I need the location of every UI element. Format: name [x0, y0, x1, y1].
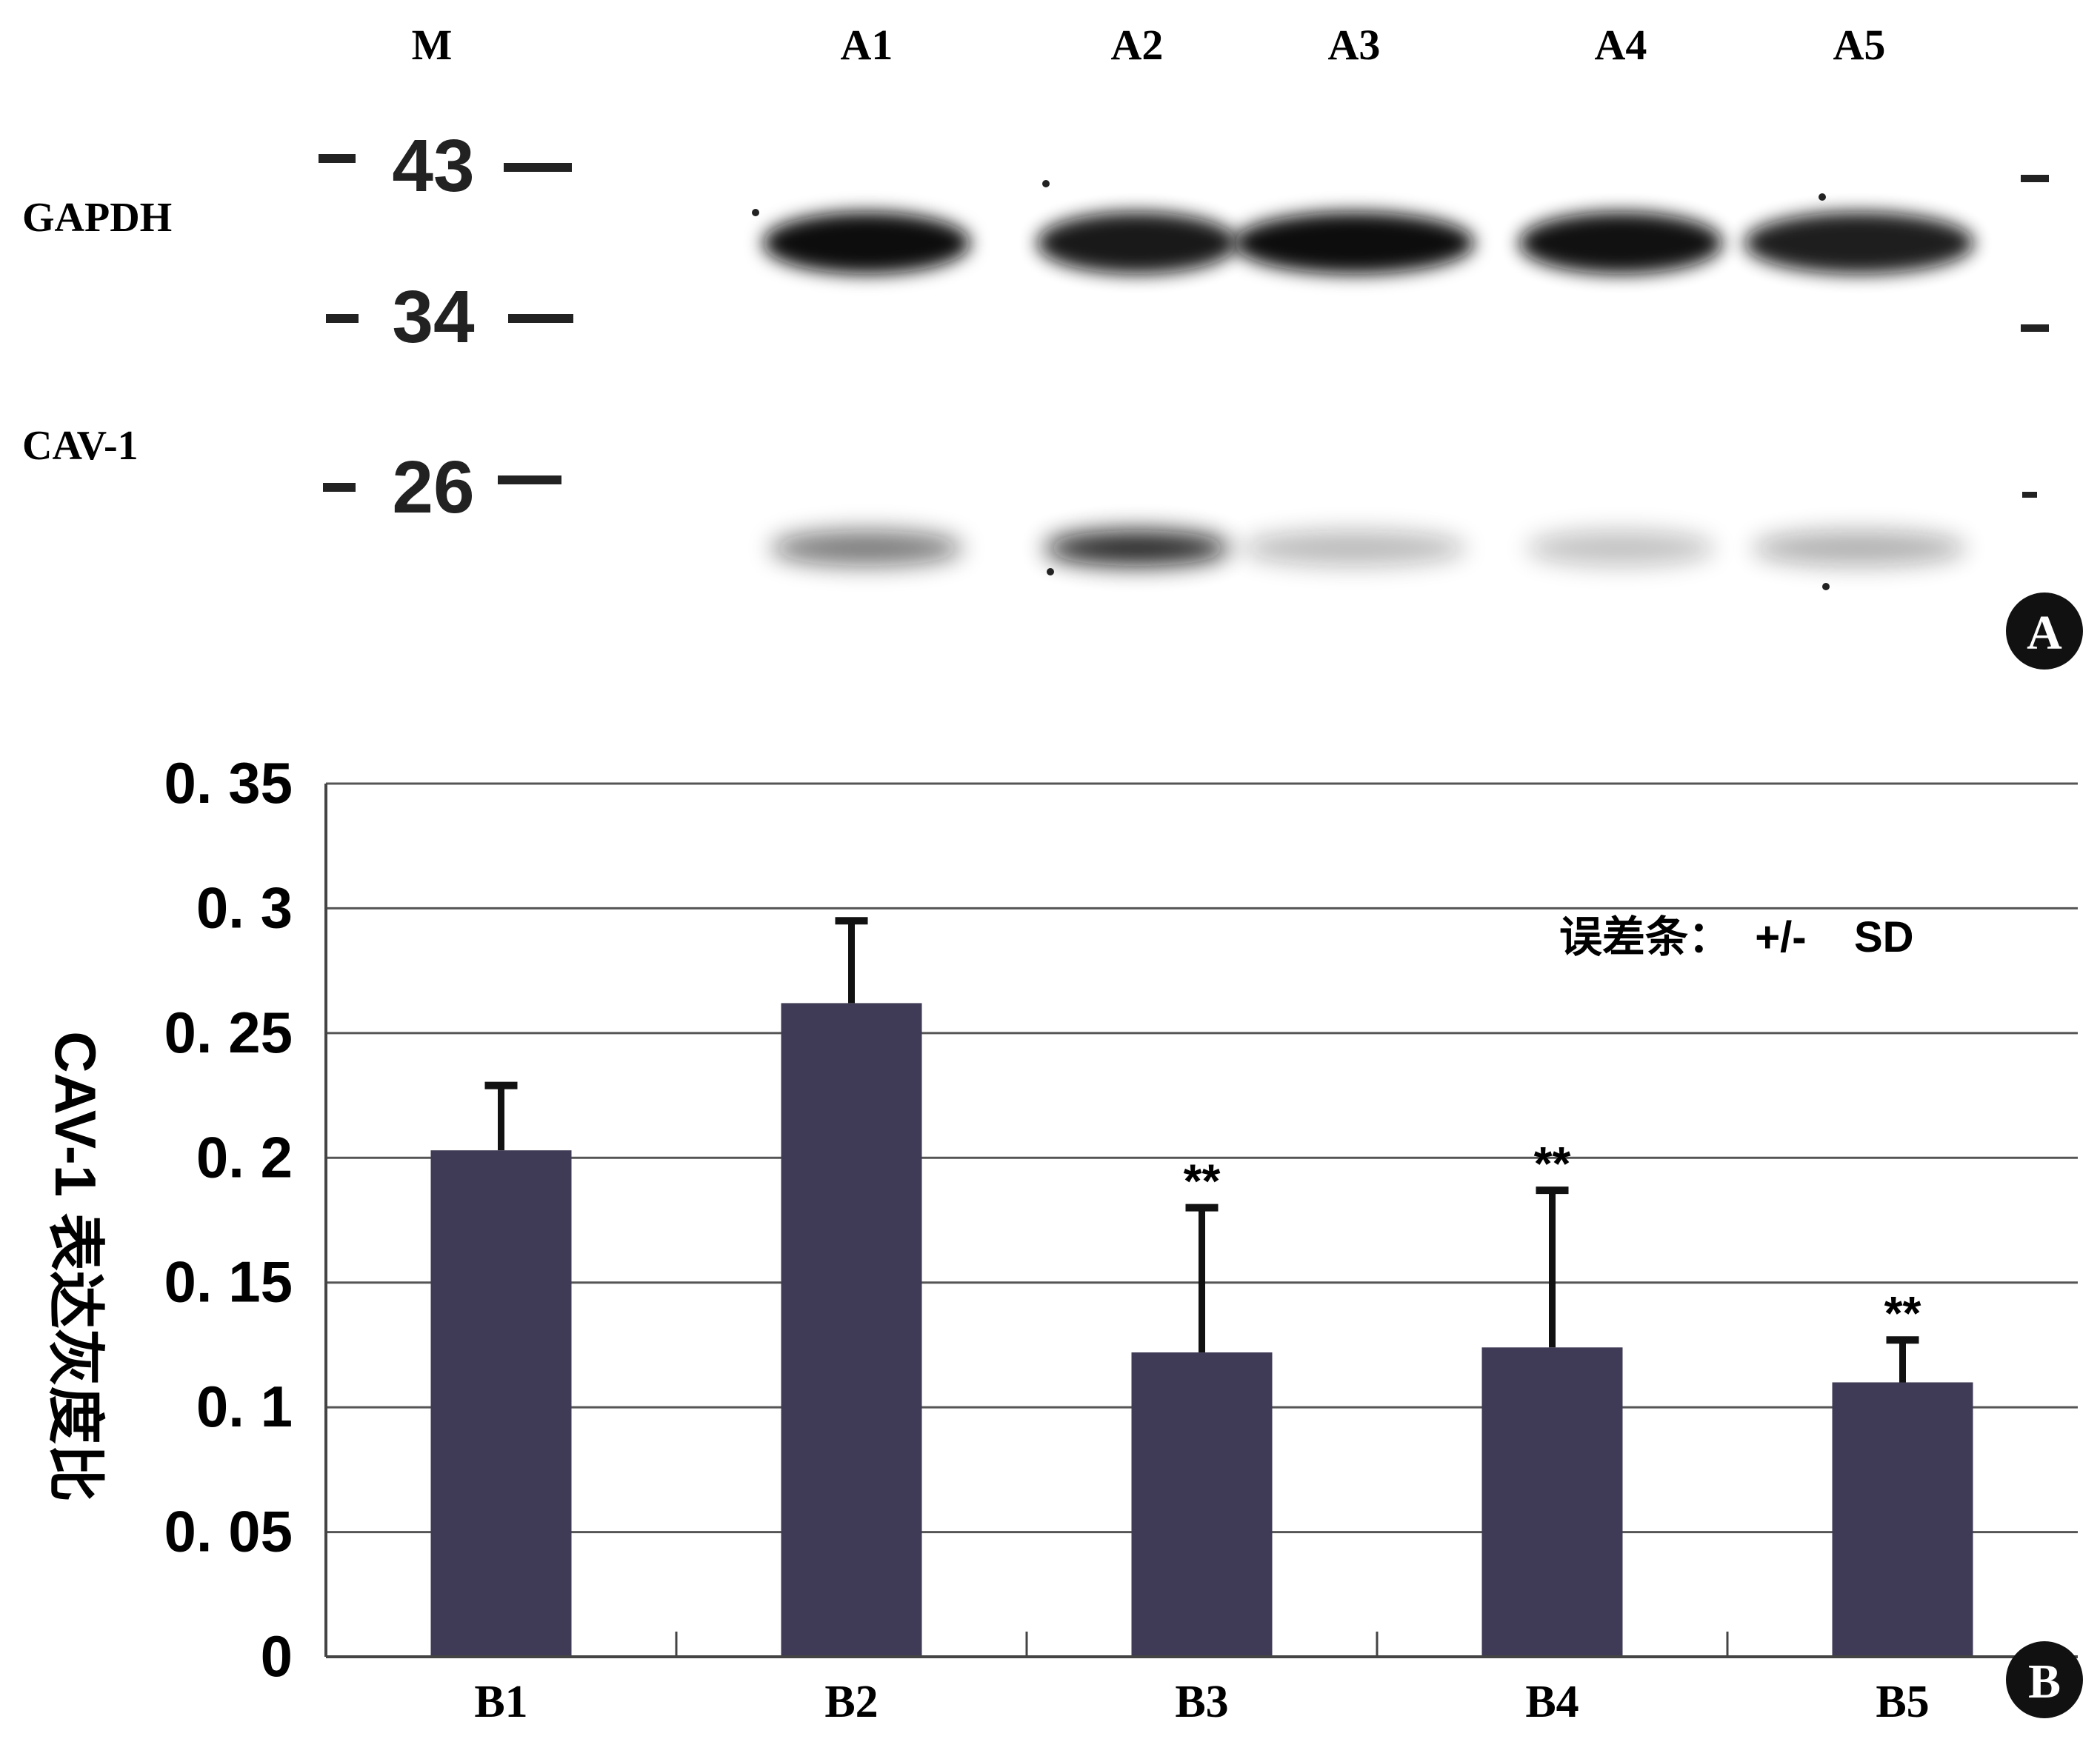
marker-43-label: 43	[392, 124, 474, 207]
cav1-band-a3	[1241, 530, 1467, 566]
gapdh-band-a3	[1233, 212, 1475, 274]
bar-b2	[781, 1003, 922, 1657]
panel-a-badge: A	[2006, 593, 2083, 670]
speck	[1047, 568, 1054, 575]
y-tick-label: 0. 25	[164, 1000, 293, 1065]
lane-labels: A1 A2 A3 A4 A5	[841, 21, 1886, 69]
panel-b-badge-label: B	[2028, 1655, 2061, 1709]
gapdh-band-a1	[763, 212, 970, 274]
gapdh-band-a5	[1744, 212, 1974, 274]
y-tick-labels: 0 0. 05 0. 1 0. 15 0. 2 0. 25 0. 3 0. 35	[164, 750, 293, 1689]
x-tick-label-b2: B2	[824, 1677, 878, 1727]
right-tick	[2021, 324, 2049, 332]
y-tick-label: 0. 05	[164, 1499, 293, 1564]
marker-lane-label: M	[412, 21, 453, 69]
bar-b3	[1131, 1352, 1273, 1657]
lane-label-a1: A1	[841, 21, 893, 69]
cav1-bands	[770, 530, 1967, 566]
x-tick-labels: B1 B2 B3 B4 B5	[474, 1677, 1929, 1727]
lane-label-a4: A4	[1595, 21, 1647, 69]
x-tick-label-b3: B3	[1175, 1677, 1228, 1727]
bars: ** ** **	[430, 917, 1973, 1657]
y-axis-label: CAV-1 表达灰度比	[43, 1031, 108, 1502]
speck	[752, 209, 759, 216]
speck	[1819, 193, 1826, 201]
marker-26-label: 26	[392, 446, 474, 529]
lane-label-a2: A2	[1111, 21, 1164, 69]
panel-a-badge-label: A	[2027, 606, 2062, 660]
significance-marker-b3: **	[1184, 1155, 1221, 1208]
lane-label-a5: A5	[1833, 21, 1886, 69]
legend-error-bar: 误差条： +/- SD	[1559, 913, 1914, 961]
gapdh-bands	[763, 212, 1974, 274]
right-tick	[2021, 175, 2049, 182]
bar-b5	[1832, 1382, 1973, 1657]
speck	[1822, 583, 1830, 590]
lane-label-a3: A3	[1328, 21, 1381, 69]
marker-34-label: 34	[392, 276, 475, 358]
y-tick-label: 0. 2	[196, 1124, 293, 1189]
panel-b-badge: B	[2006, 1641, 2083, 1718]
gapdh-band-a2	[1037, 212, 1237, 274]
marker-34: 34	[326, 276, 573, 358]
x-axis	[324, 784, 2078, 1658]
cav1-band-a4	[1526, 530, 1716, 566]
cav1-band-a5	[1752, 530, 1967, 566]
bar-chart-panel: 00. 050. 10. 150. 20. 250. 30. 35 ** ****…	[43, 750, 2083, 1727]
cav1-band-a2	[1044, 530, 1230, 566]
western-blot-panel: M A1 A2 A3 A4 A5 GAPDH CAV-1 43 34 26	[22, 21, 2083, 670]
marker-43: 43	[319, 124, 572, 207]
speck	[1042, 180, 1050, 187]
y-tick-label: 0. 15	[164, 1249, 293, 1315]
right-tick	[2022, 492, 2037, 498]
y-tick-label: 0	[261, 1623, 293, 1689]
significance-marker-b5: **	[1884, 1286, 1921, 1340]
cav1-band-a1	[770, 530, 963, 566]
row-label-cav1: CAV-1	[22, 423, 139, 469]
x-tick-label-b5: B5	[1876, 1677, 1929, 1727]
y-tick-label: 0. 35	[164, 750, 293, 815]
marker-26: 26	[323, 446, 561, 529]
significance-marker-b4: **	[1534, 1137, 1571, 1190]
bar-b1	[430, 1150, 572, 1657]
y-tick-label: 0. 3	[196, 875, 293, 940]
x-tick-label-b1: B1	[474, 1677, 527, 1727]
y-tick-label: 0. 1	[196, 1374, 293, 1439]
row-label-gapdh: GAPDH	[22, 195, 172, 241]
bar-b4	[1481, 1347, 1623, 1657]
gapdh-band-a4	[1519, 212, 1723, 274]
x-tick-label-b4: B4	[1525, 1677, 1579, 1727]
